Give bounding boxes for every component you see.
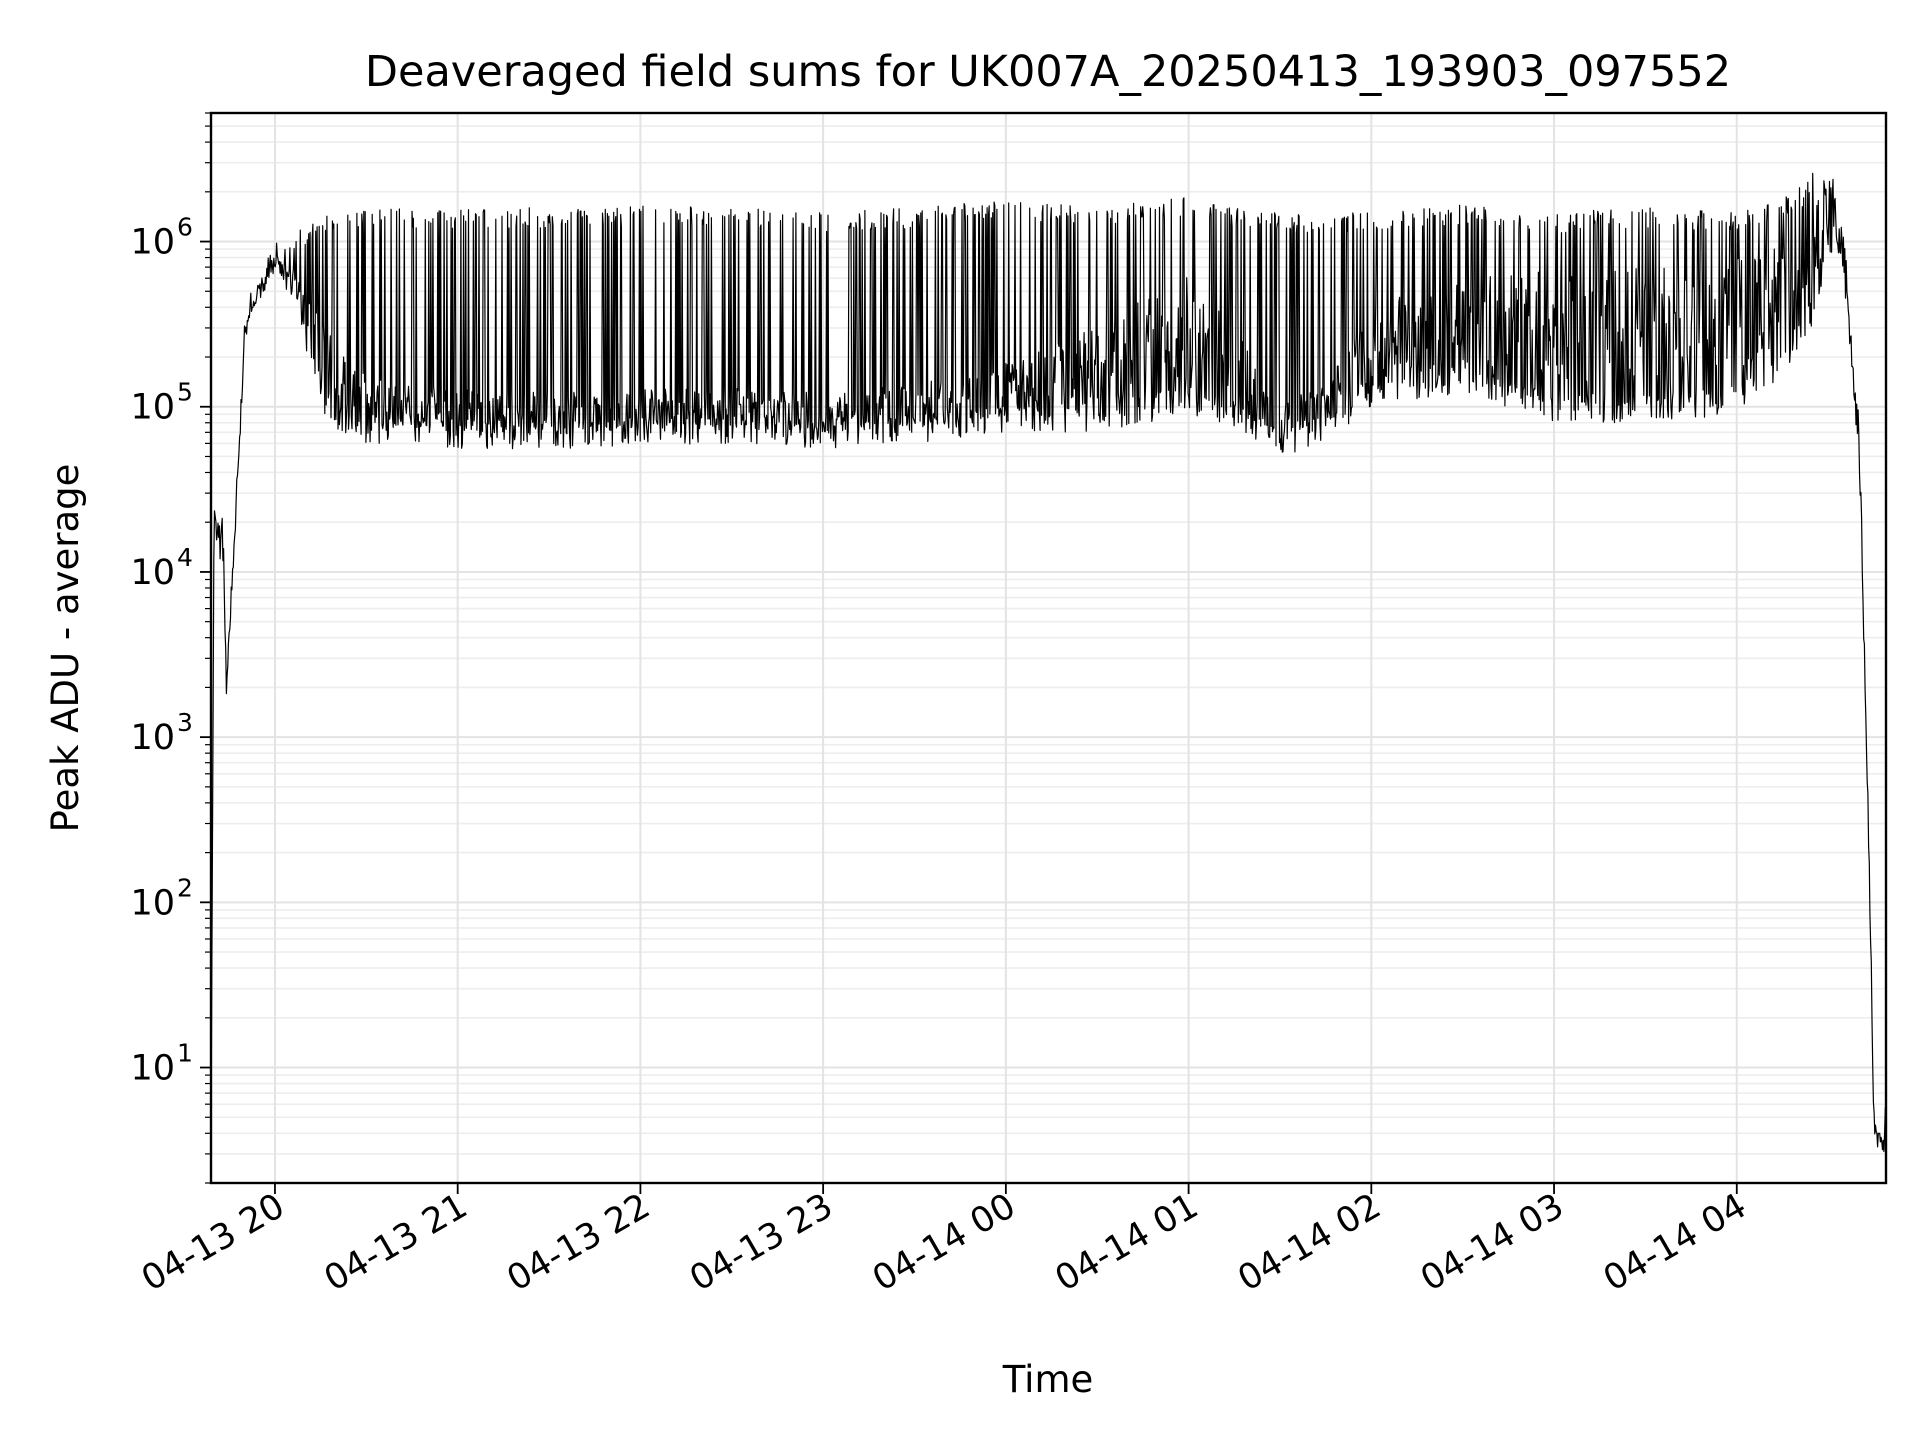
y-axis-label: Peak ADU - average [44, 464, 87, 833]
x-axis-label: Time [1002, 1358, 1094, 1401]
y-tick-label: 10 [130, 553, 175, 593]
y-tick-label: 10 [130, 388, 175, 428]
chart-title: Deaveraged field sums for UK007A_2025041… [365, 47, 1731, 97]
y-tick-exponent: 6 [177, 213, 193, 242]
y-tick-label: 10 [130, 223, 175, 263]
y-tick-exponent: 4 [177, 543, 193, 572]
y-tick-exponent: 3 [177, 708, 193, 737]
y-tick-label: 10 [130, 718, 175, 758]
plot-frame [209, 111, 1888, 1185]
y-tick-exponent: 2 [177, 873, 193, 902]
y-tick-label: 10 [130, 1049, 175, 1089]
y-tick-exponent: 1 [177, 1039, 193, 1068]
series-line [210, 172, 1887, 1152]
y-tick-label: 10 [130, 883, 175, 923]
series-layer [210, 172, 1887, 1152]
y-tick-exponent: 5 [177, 378, 193, 407]
